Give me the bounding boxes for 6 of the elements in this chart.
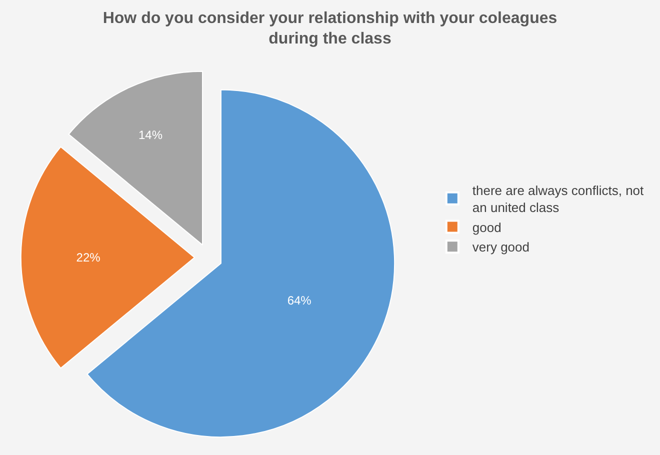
data-label: 22% [76, 250, 101, 264]
data-label: 64% [287, 293, 312, 308]
chart-title: How do you consider your relationship with your coleagues during the class [102, 10, 558, 48]
data-label: 14% [138, 128, 163, 142]
legend-label: very good [472, 240, 530, 255]
legend-label: good [472, 220, 502, 235]
